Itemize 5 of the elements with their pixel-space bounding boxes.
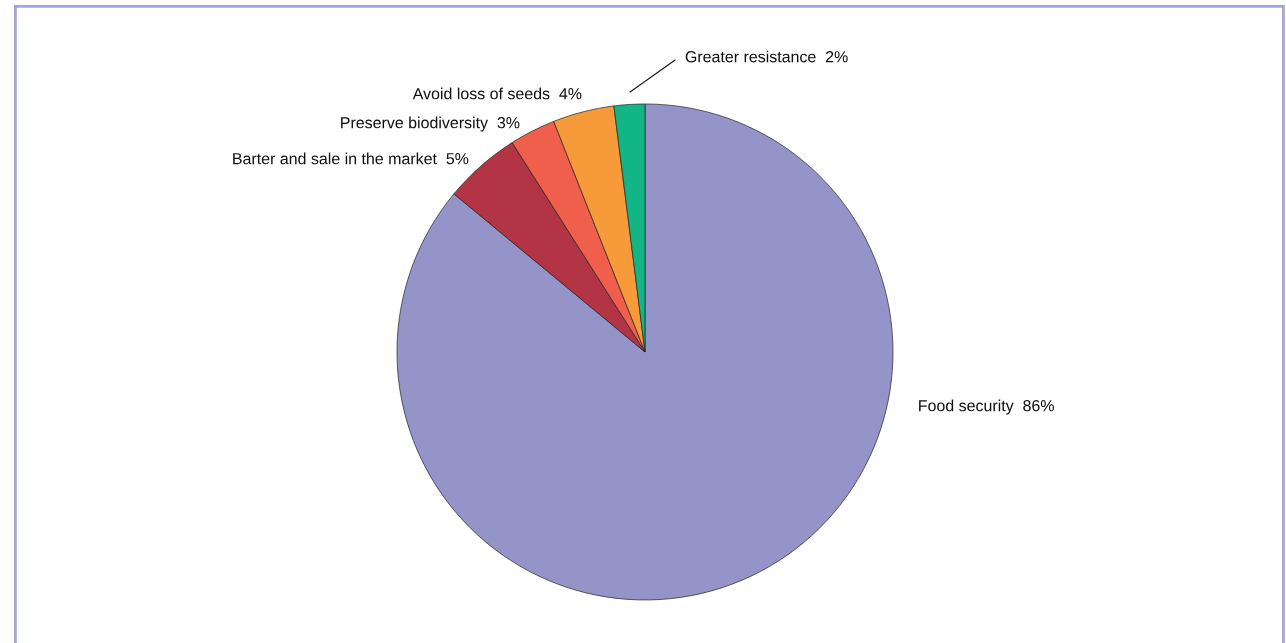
slice-label: Preserve biodiversity 3% (341, 116, 520, 132)
slice-label: Greater resistance 2% (685, 50, 848, 63)
slice-label: Avoid loss of seeds 4% (412, 87, 582, 100)
slice-label: Food security 86% (919, 399, 1054, 415)
slice-label: Barter and sale in the market 5% (233, 152, 469, 165)
